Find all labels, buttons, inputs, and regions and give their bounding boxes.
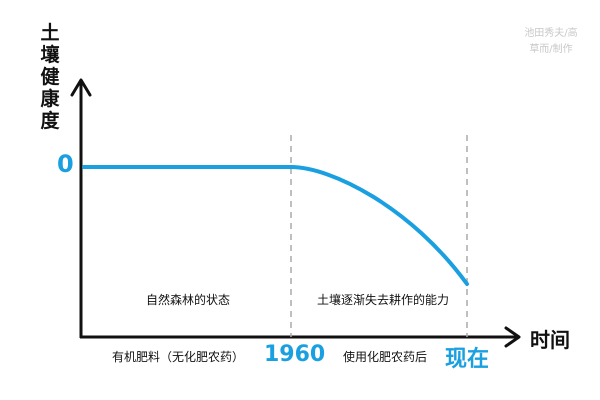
x-axis-arrow [504, 326, 521, 348]
y-tick-label-zero: 0 [57, 150, 74, 178]
x-tick-label-now: 现在 [445, 347, 490, 372]
region-1-bottom-label: 有机肥料（无化肥农药） [112, 350, 245, 364]
region-2-top-label: 土壤逐渐失去耕作的能力 [317, 293, 450, 307]
x-tick-label-1960: 1960 [264, 342, 326, 367]
credit-line-2: 草而/制作 [529, 44, 573, 55]
credit-line-1: 池田秀夫/高 [524, 28, 578, 39]
y-axis-label: 土壤健康度 [40, 22, 60, 132]
credit-text: 池田秀夫/高 草而/制作 [516, 26, 586, 58]
x-axis-label: 时间 [530, 328, 570, 352]
region-2-bottom-label: 使用化肥农药后 [343, 350, 428, 364]
y-axis-arrow [70, 78, 92, 97]
series-line [82, 165, 469, 286]
region-1-top-label: 自然森林的状态 [146, 293, 231, 307]
